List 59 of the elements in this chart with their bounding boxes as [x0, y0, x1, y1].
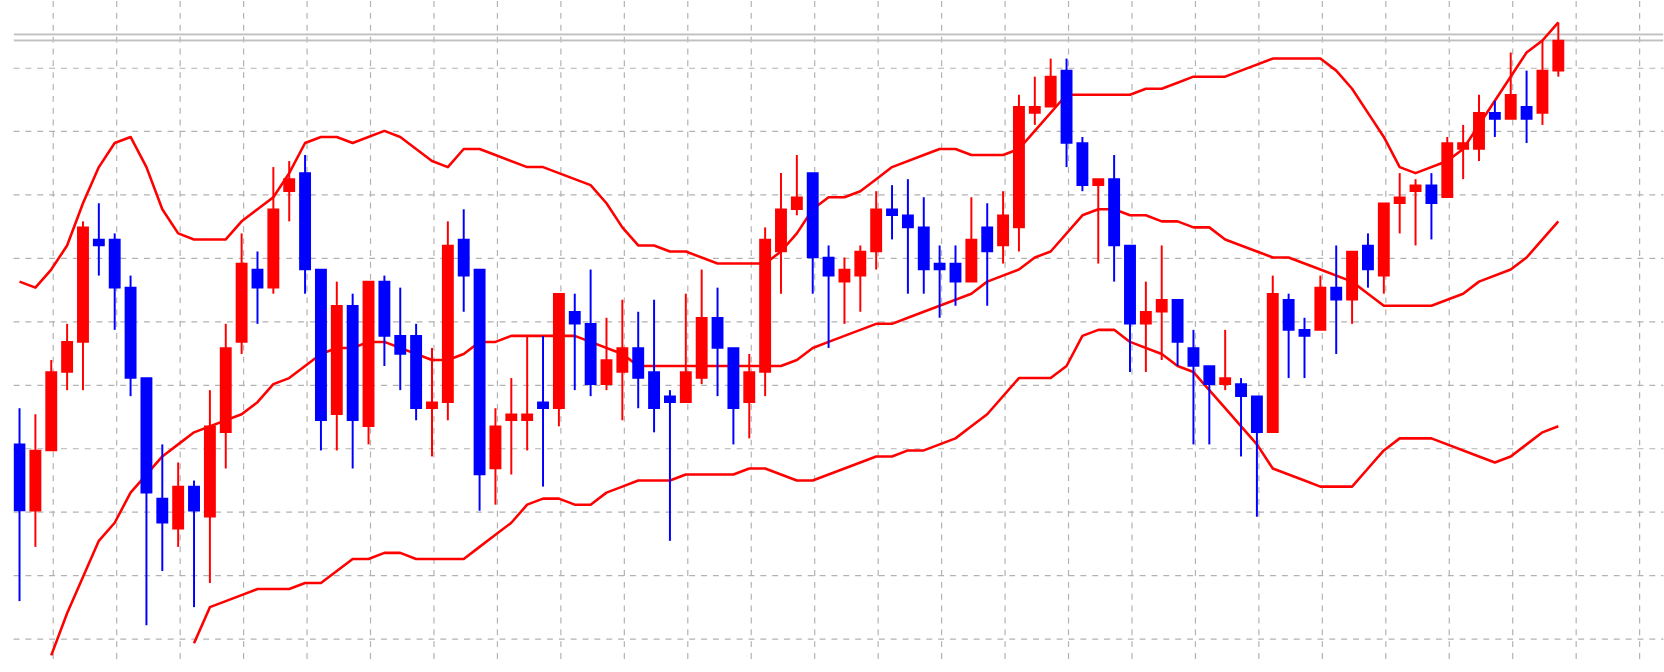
candlestick	[616, 298, 629, 422]
candlestick	[838, 256, 851, 325]
candlestick	[886, 183, 898, 241]
candlestick	[172, 461, 185, 548]
candlestick	[489, 406, 502, 506]
candlestick	[394, 286, 407, 391]
candlestick	[997, 189, 1010, 265]
candlestick	[949, 244, 962, 307]
candlestick	[711, 286, 724, 397]
candlestick	[965, 195, 978, 283]
candlestick	[568, 292, 581, 391]
candlestick	[521, 334, 534, 452]
candlestick	[1282, 292, 1295, 379]
candlestick	[632, 310, 645, 409]
candlestick	[505, 376, 518, 476]
candlestick	[901, 177, 914, 295]
candlestick	[537, 334, 549, 488]
candlestick	[1488, 99, 1501, 138]
candlestick	[1235, 376, 1247, 458]
candlestick	[251, 250, 264, 325]
candlestick	[664, 388, 676, 542]
candlestick	[1298, 316, 1311, 379]
candlestick	[61, 322, 74, 391]
candlestick	[426, 346, 438, 458]
candlestick	[1171, 298, 1184, 367]
candlestick	[917, 195, 930, 295]
candlestick	[1250, 394, 1263, 518]
candlestick	[188, 479, 200, 608]
candlestick	[870, 189, 883, 271]
candlestick	[648, 298, 661, 434]
candlestick	[743, 352, 756, 440]
candlestick	[1536, 39, 1549, 126]
candlestick	[600, 316, 613, 391]
candlestick	[1219, 328, 1232, 391]
candlestick	[92, 202, 105, 277]
candlestick	[1044, 57, 1057, 108]
candlestick	[1203, 364, 1216, 446]
candlestick	[1457, 123, 1470, 180]
candlestick	[1504, 51, 1517, 120]
candlestick	[854, 244, 867, 313]
candlestick	[1028, 75, 1041, 126]
candlestick	[1393, 171, 1406, 235]
candlestick	[1520, 69, 1533, 144]
candlestick	[933, 244, 946, 319]
candlestick	[283, 159, 296, 223]
candlestick	[1425, 171, 1438, 241]
candlestick	[1473, 93, 1485, 162]
candlestick	[790, 153, 803, 217]
candlestick	[1187, 328, 1200, 446]
candlestick	[981, 202, 994, 307]
candlestick	[1330, 244, 1343, 355]
candlestick	[1409, 177, 1422, 247]
candlestick	[1076, 135, 1089, 192]
candlestick	[156, 443, 169, 572]
candlestick	[679, 292, 692, 403]
candlestick	[457, 208, 470, 313]
candlestick	[1362, 232, 1374, 289]
candlestick	[1314, 274, 1327, 331]
candlestick	[822, 244, 835, 349]
